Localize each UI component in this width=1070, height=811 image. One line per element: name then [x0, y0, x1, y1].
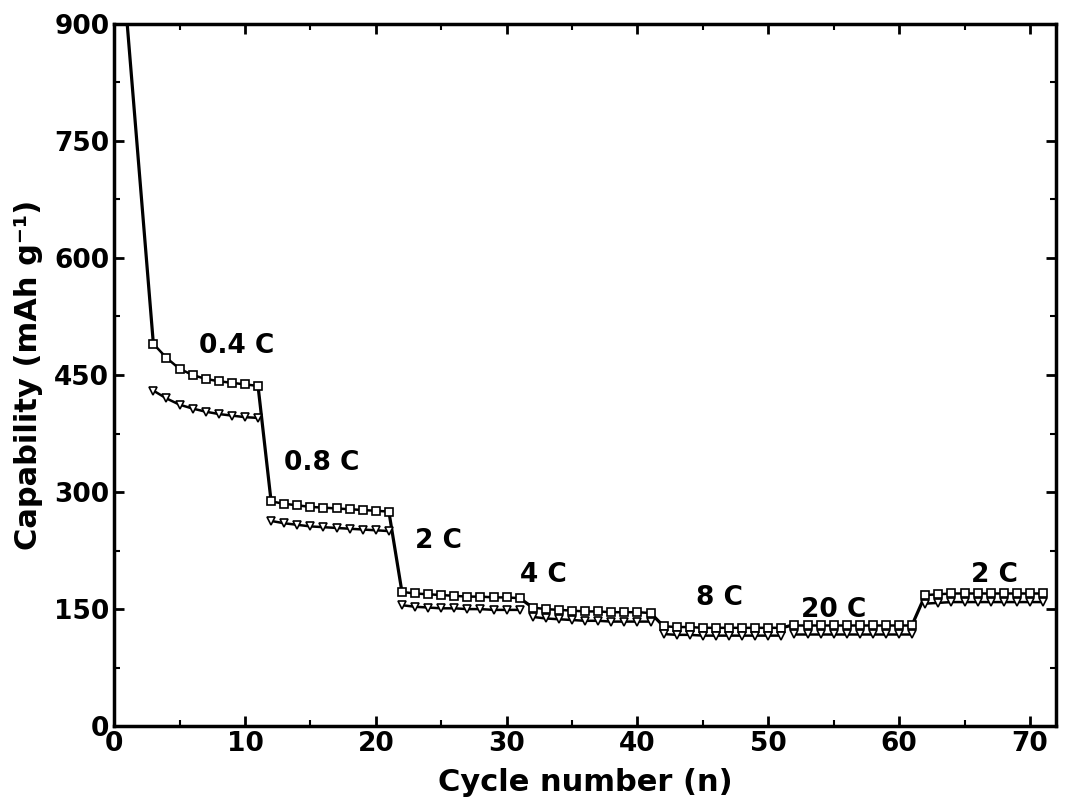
Text: 8 C: 8 C	[697, 586, 744, 611]
Text: 2 C: 2 C	[972, 562, 1018, 588]
Text: 2 C: 2 C	[415, 528, 462, 554]
Text: 0.8 C: 0.8 C	[285, 450, 360, 476]
Text: 20 C: 20 C	[801, 597, 867, 623]
X-axis label: Cycle number (n): Cycle number (n)	[438, 768, 733, 797]
Y-axis label: Capability (mAh g⁻¹): Capability (mAh g⁻¹)	[14, 200, 43, 550]
Text: 4 C: 4 C	[520, 562, 566, 588]
Text: 0.4 C: 0.4 C	[199, 333, 274, 359]
